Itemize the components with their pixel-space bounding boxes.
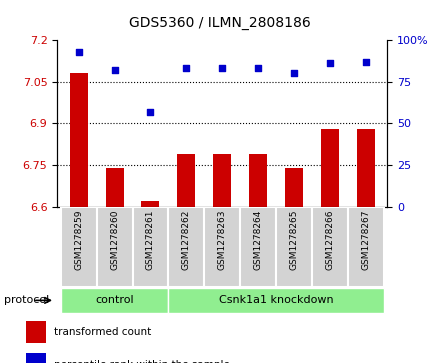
Bar [70,73,88,207]
FancyBboxPatch shape [348,207,384,287]
FancyBboxPatch shape [132,207,169,287]
FancyBboxPatch shape [312,207,348,287]
Text: GSM1278264: GSM1278264 [253,209,263,270]
Bar [213,154,231,207]
FancyBboxPatch shape [240,207,276,287]
FancyBboxPatch shape [169,288,384,313]
Text: GSM1278265: GSM1278265 [290,209,298,270]
Bar [26,353,46,363]
Text: GSM1278266: GSM1278266 [325,209,334,270]
FancyBboxPatch shape [61,288,169,313]
Point [255,65,262,71]
Bar [357,129,374,207]
Point [111,67,118,73]
Text: transformed count: transformed count [54,327,151,337]
Text: percentile rank within the sample: percentile rank within the sample [54,360,230,363]
Point [183,65,190,71]
Text: GDS5360 / ILMN_2808186: GDS5360 / ILMN_2808186 [129,16,311,30]
FancyBboxPatch shape [97,207,132,287]
Bar [321,129,339,207]
Point [75,49,82,54]
Point [362,59,369,65]
Point [219,65,226,71]
Bar [285,168,303,207]
Text: GSM1278262: GSM1278262 [182,209,191,270]
Bar [177,154,195,207]
Text: protocol: protocol [4,295,50,305]
Bar [106,168,124,207]
Text: GSM1278261: GSM1278261 [146,209,155,270]
Point [290,70,297,76]
FancyBboxPatch shape [276,207,312,287]
Text: GSM1278267: GSM1278267 [361,209,370,270]
Bar [249,154,267,207]
FancyBboxPatch shape [204,207,240,287]
Text: GSM1278259: GSM1278259 [74,209,83,270]
Bar [142,201,159,207]
FancyBboxPatch shape [61,207,97,287]
Bar [26,321,46,343]
FancyBboxPatch shape [169,207,204,287]
Text: Csnk1a1 knockdown: Csnk1a1 knockdown [219,295,334,305]
Point [326,60,334,66]
Text: GSM1278263: GSM1278263 [218,209,227,270]
Text: control: control [95,295,134,305]
Text: GSM1278260: GSM1278260 [110,209,119,270]
Point [147,109,154,115]
